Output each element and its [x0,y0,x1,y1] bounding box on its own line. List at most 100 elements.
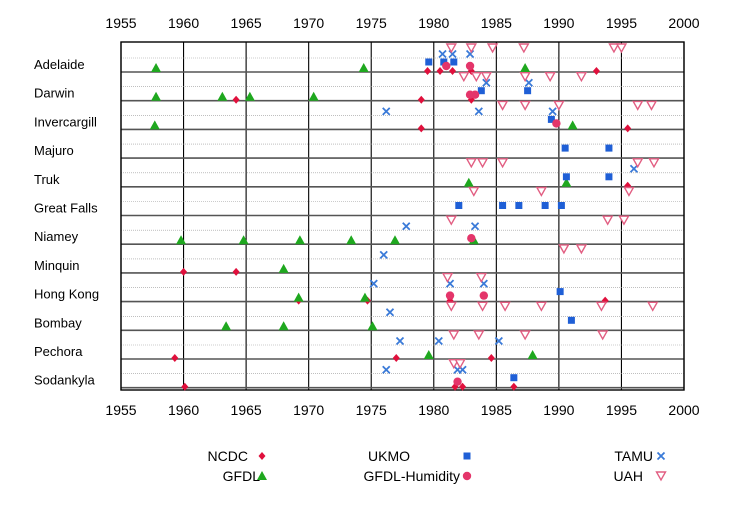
data-point-uah [465,43,478,54]
data-points [149,43,660,391]
data-point-uah [519,100,531,111]
x-tick-label-bottom: 1965 [231,402,262,418]
data-point-uah [486,43,499,54]
data-point-tamu [395,336,405,346]
data-point-gfdl [278,263,289,273]
station-label: Minquin [34,258,80,273]
x-tick-label-top: 1965 [231,15,262,31]
data-point-tamu [482,78,491,87]
data-point-ncdc [417,95,425,104]
data-point-ukmo [562,173,570,181]
x-tick-label-top: 1980 [418,15,449,31]
data-point-ukmo [524,87,532,95]
data-point-uah [596,330,609,341]
data-point-tamu [524,78,533,87]
data-point-ncdc [424,67,432,75]
data-point-tamu [434,336,443,346]
legend-label: UAH [613,468,643,484]
station-labels: Adelaide Darwin Invercargill Majuro Truk Grea… [34,57,99,388]
data-point-ncdc [417,124,425,133]
data-point-uah [608,43,620,54]
plot-frame [120,41,685,391]
data-point-uah [535,186,548,197]
data-point-gfdl [367,321,378,331]
data-point-uah [475,272,488,284]
station-label: Great Falls [34,201,98,216]
legend-label: GFDL [223,468,261,484]
data-point-tamu [382,107,391,116]
data-point-tamu [548,107,557,116]
data-point-gfdl-humidity [453,377,462,386]
legend-swatch-tamu [656,451,666,461]
data-point-uah [632,158,644,169]
data-point-uah [448,330,460,341]
data-point-uah [618,215,630,226]
data-point-ukmo [477,87,485,95]
station-label: Pechora [34,344,83,359]
legend-swatch-gfdl [257,471,267,480]
station-label: Invercargill [34,114,97,129]
data-point-ncdc [459,382,467,391]
data-point-uah [441,272,454,284]
data-point-ukmo [450,58,458,66]
data-point-uah [648,158,660,169]
legend-swatch-uah [655,471,667,482]
data-point-gfdl [238,235,249,245]
legend-item-ncdc: NCDC [208,448,266,464]
data-point-gfdl-humidity [442,61,451,71]
legend-swatch-ukmo [463,452,471,460]
station-label: Adelaide [34,57,85,72]
x-tick-label-top: 1985 [481,15,512,31]
data-point-tamu [448,49,457,59]
x-tick-label-bottom: 1975 [356,402,387,418]
x-tick-label-bottom: 1990 [543,402,574,418]
data-point-ncdc [624,124,632,133]
data-point-gfdl [151,63,162,72]
data-point-ukmo [561,144,569,152]
x-tick-label-bottom: 1955 [105,402,136,418]
data-point-ukmo [556,288,564,296]
data-point-ukmo [440,58,448,66]
data-point-uah [595,301,608,312]
x-tick-label-top: 1970 [293,15,324,31]
data-point-tamu [379,250,388,260]
x-tick-label-top: 2000 [668,15,699,31]
data-point-uah [544,72,556,83]
data-point-uah [575,244,588,255]
data-point-gfdl [520,63,531,72]
data-point-uah [645,100,658,111]
station-label: Hong Kong [34,287,99,302]
data-point-uah [470,72,483,83]
data-point-ncdc [487,354,495,362]
data-point-uah [465,158,478,169]
data-point-gfdl [389,235,400,245]
data-point-uah [601,215,614,226]
data-point-uah [445,215,457,226]
data-point-gfdl [423,350,434,359]
data-point-ncdc [180,267,188,276]
data-point-gfdl [308,91,319,101]
data-point-ukmo [567,316,575,324]
data-point-uah [575,72,588,83]
legend-item-tamu: TAMU [614,448,666,464]
data-point-gfdl [149,120,160,130]
data-point-ukmo [499,202,507,209]
legend-label: TAMU [614,448,653,464]
data-point-uah [445,301,457,312]
legend-label: GFDL-Humidity [364,468,460,484]
data-point-gfdl-humidity [552,119,561,128]
data-point-ncdc [232,95,240,104]
data-point-tamu [470,222,480,231]
data-point-gfdl [358,63,369,72]
data-point-gfdl [527,350,538,359]
legend-swatch-gfdl-humidity [462,471,472,481]
data-point-ukmo [605,144,613,152]
data-point-gfdl-humidity [465,61,475,71]
x-tick-label-bottom: 1970 [293,402,324,418]
series-uah-points [441,43,660,370]
legend-item-gfdl-humidity: GFDL-Humidity [364,468,472,484]
data-point-tamu [629,164,639,173]
data-point-ncdc [171,354,179,362]
station-label: Sodankyla [34,373,95,388]
